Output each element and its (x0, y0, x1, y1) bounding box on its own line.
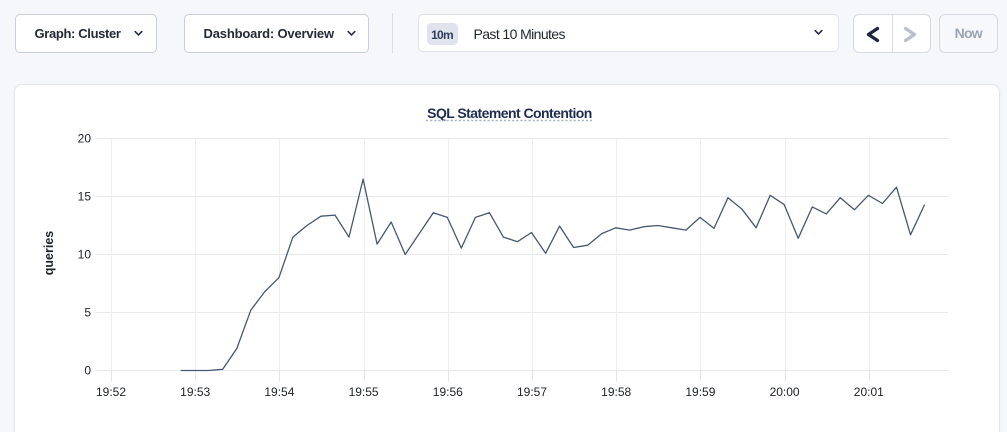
svg-text:19:57: 19:57 (517, 385, 547, 399)
svg-text:20: 20 (78, 132, 92, 146)
svg-text:19:56: 19:56 (433, 385, 463, 399)
svg-text:queries: queries (42, 231, 56, 276)
svg-text:20:01: 20:01 (854, 385, 884, 399)
svg-text:5: 5 (84, 306, 91, 320)
svg-text:0: 0 (84, 364, 91, 378)
svg-text:19:52: 19:52 (96, 385, 126, 399)
svg-text:20:00: 20:00 (770, 385, 800, 399)
svg-text:10: 10 (78, 248, 92, 262)
svg-text:19:55: 19:55 (349, 385, 379, 399)
svg-text:19:58: 19:58 (601, 385, 631, 399)
svg-text:19:54: 19:54 (264, 385, 294, 399)
svg-text:15: 15 (78, 190, 92, 204)
svg-text:19:59: 19:59 (685, 385, 715, 399)
svg-text:19:53: 19:53 (180, 385, 210, 399)
